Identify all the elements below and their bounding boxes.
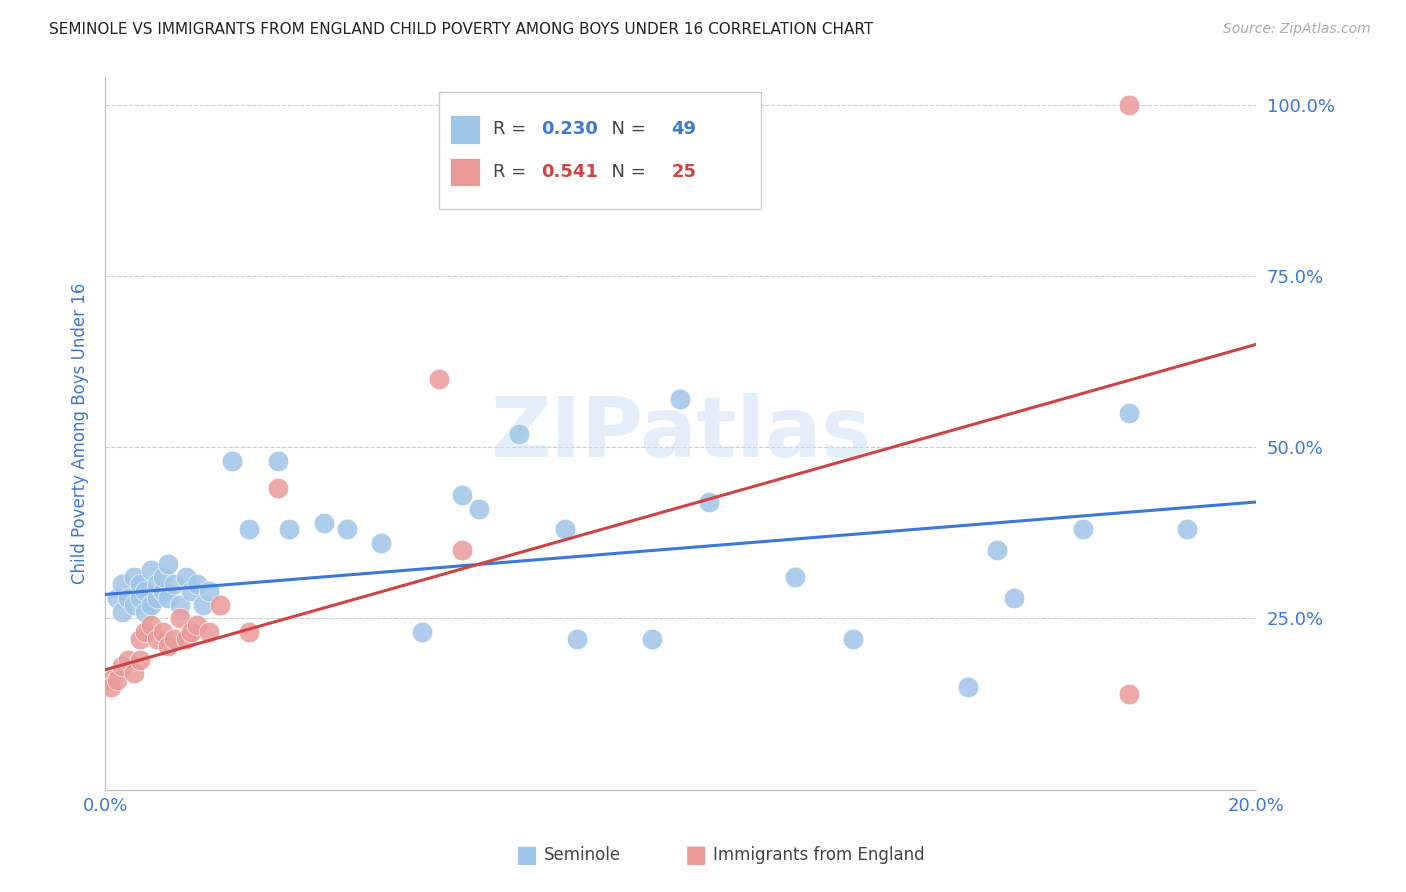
Point bbox=[957, 680, 980, 694]
Text: R =: R = bbox=[494, 120, 531, 138]
Point bbox=[128, 577, 150, 591]
Point bbox=[157, 639, 180, 653]
Point bbox=[238, 522, 260, 536]
Point bbox=[197, 625, 219, 640]
Point bbox=[186, 618, 208, 632]
Point bbox=[157, 591, 180, 605]
Point bbox=[191, 598, 214, 612]
Point bbox=[122, 666, 145, 681]
Point bbox=[122, 570, 145, 584]
Text: Source: ZipAtlas.com: Source: ZipAtlas.com bbox=[1223, 22, 1371, 37]
Point bbox=[1118, 406, 1140, 420]
Text: SEMINOLE VS IMMIGRANTS FROM ENGLAND CHILD POVERTY AMONG BOYS UNDER 16 CORRELATIO: SEMINOLE VS IMMIGRANTS FROM ENGLAND CHIL… bbox=[49, 22, 873, 37]
FancyBboxPatch shape bbox=[439, 92, 761, 210]
Text: 49: 49 bbox=[671, 120, 696, 138]
Point bbox=[169, 611, 191, 625]
Point bbox=[1071, 522, 1094, 536]
Point bbox=[111, 605, 134, 619]
Y-axis label: Child Poverty Among Boys Under 16: Child Poverty Among Boys Under 16 bbox=[72, 283, 89, 584]
Point bbox=[450, 543, 472, 558]
Point bbox=[117, 591, 139, 605]
Point bbox=[986, 543, 1008, 558]
Point bbox=[100, 673, 122, 687]
Point bbox=[134, 605, 156, 619]
Point bbox=[134, 584, 156, 599]
Point bbox=[267, 454, 290, 468]
Point bbox=[267, 481, 290, 495]
Point bbox=[278, 522, 301, 536]
Point bbox=[697, 495, 720, 509]
Point bbox=[111, 577, 134, 591]
Point bbox=[100, 680, 122, 694]
FancyBboxPatch shape bbox=[450, 158, 481, 186]
Point bbox=[128, 652, 150, 666]
Point bbox=[238, 625, 260, 640]
Text: 25: 25 bbox=[671, 163, 696, 181]
Point bbox=[565, 632, 588, 646]
Point bbox=[669, 392, 692, 407]
Text: N =: N = bbox=[600, 120, 651, 138]
Point bbox=[1118, 98, 1140, 112]
Point bbox=[157, 557, 180, 571]
Point bbox=[180, 625, 202, 640]
Point bbox=[336, 522, 359, 536]
Point bbox=[146, 577, 169, 591]
Point bbox=[842, 632, 865, 646]
Text: Immigrants from England: Immigrants from England bbox=[713, 846, 925, 863]
Point bbox=[128, 591, 150, 605]
Point bbox=[146, 632, 169, 646]
Point bbox=[163, 632, 186, 646]
Point bbox=[163, 577, 186, 591]
Point bbox=[312, 516, 335, 530]
Text: N =: N = bbox=[600, 163, 651, 181]
FancyBboxPatch shape bbox=[450, 115, 481, 144]
Point bbox=[411, 625, 433, 640]
Text: Seminole: Seminole bbox=[544, 846, 621, 863]
Point bbox=[209, 598, 232, 612]
Point bbox=[180, 584, 202, 599]
Text: R =: R = bbox=[494, 163, 531, 181]
Point bbox=[785, 570, 807, 584]
Point bbox=[134, 625, 156, 640]
Point bbox=[221, 454, 243, 468]
Point bbox=[105, 591, 128, 605]
Point bbox=[468, 501, 491, 516]
Point bbox=[427, 372, 450, 386]
Point bbox=[117, 652, 139, 666]
Text: ZIPatlas: ZIPatlas bbox=[489, 393, 870, 474]
Point bbox=[128, 632, 150, 646]
Text: ■: ■ bbox=[516, 843, 538, 866]
Point bbox=[152, 625, 174, 640]
Point bbox=[1002, 591, 1025, 605]
Point bbox=[152, 570, 174, 584]
Point bbox=[554, 522, 576, 536]
Point bbox=[1175, 522, 1198, 536]
Point bbox=[174, 632, 197, 646]
Point bbox=[450, 488, 472, 502]
Point bbox=[141, 618, 163, 632]
Point bbox=[174, 570, 197, 584]
Text: 0.230: 0.230 bbox=[541, 120, 598, 138]
Point bbox=[152, 584, 174, 599]
Point bbox=[111, 659, 134, 673]
Point bbox=[146, 591, 169, 605]
Point bbox=[105, 673, 128, 687]
Point bbox=[122, 598, 145, 612]
Point bbox=[640, 632, 662, 646]
Point bbox=[169, 598, 191, 612]
Point bbox=[370, 536, 392, 550]
Point bbox=[141, 598, 163, 612]
Text: 0.541: 0.541 bbox=[541, 163, 598, 181]
Point bbox=[141, 564, 163, 578]
Text: ■: ■ bbox=[685, 843, 707, 866]
Point bbox=[186, 577, 208, 591]
Point bbox=[197, 584, 219, 599]
Point bbox=[508, 426, 530, 441]
Point bbox=[1118, 687, 1140, 701]
